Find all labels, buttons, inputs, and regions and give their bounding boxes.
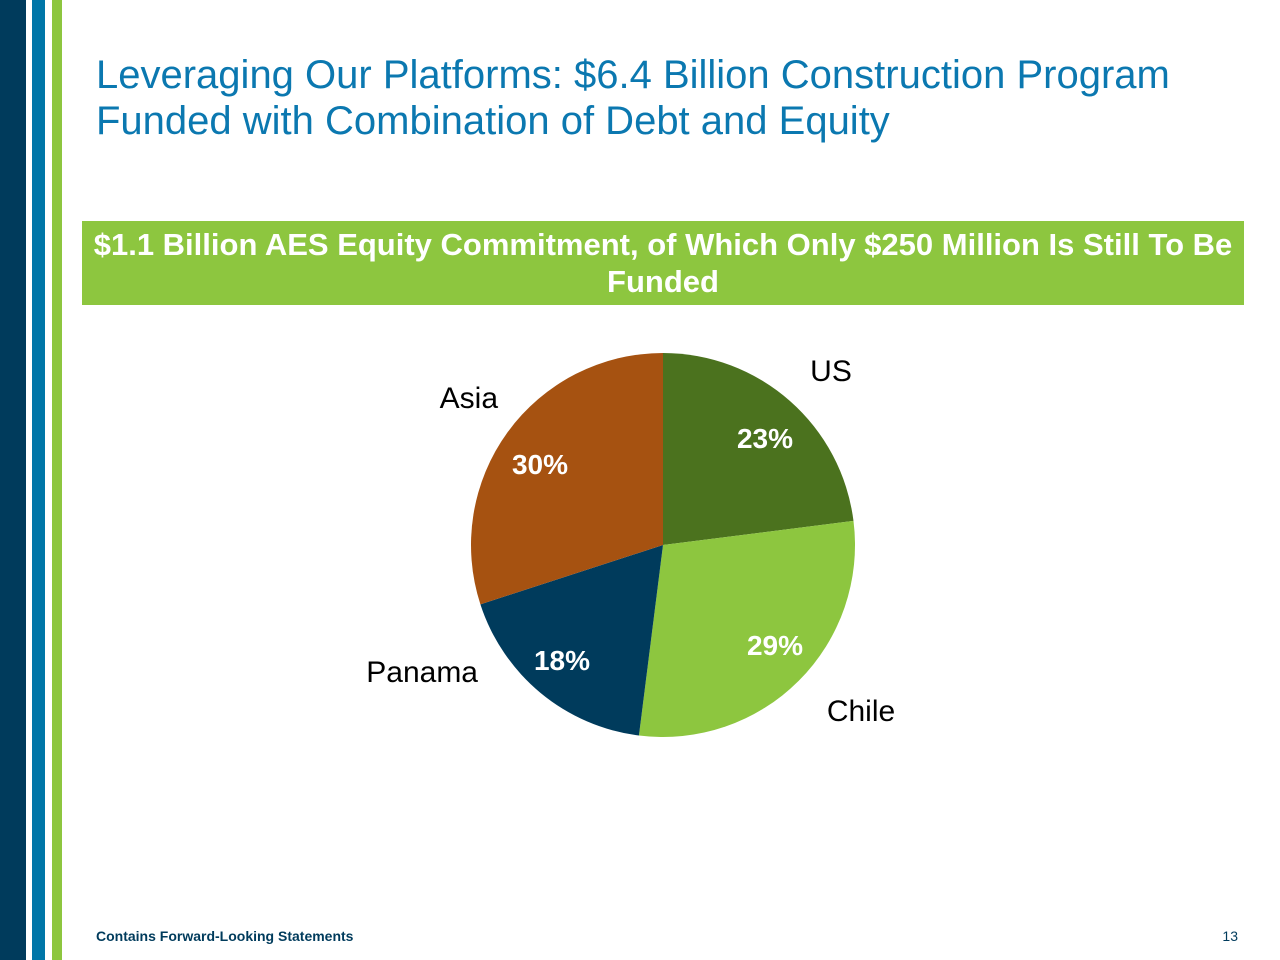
data-label-chile: 29%	[747, 630, 803, 661]
left-stripe-blue	[32, 0, 45, 960]
category-label-asia: Asia	[440, 382, 499, 415]
page-number: 13	[1222, 928, 1238, 944]
category-label-chile: Chile	[827, 695, 895, 728]
left-stripe-green	[52, 0, 62, 960]
data-label-us: 23%	[737, 423, 793, 454]
footer-note: Contains Forward-Looking Statements	[96, 928, 354, 944]
pie-slice-chile	[638, 520, 855, 738]
data-label-asia: 30%	[512, 449, 568, 480]
pie-slice-panama	[480, 545, 663, 736]
data-label-panama: 18%	[534, 645, 590, 676]
category-label-us: US	[810, 355, 852, 388]
pie-slice-us	[663, 352, 854, 545]
category-label-panama: Panama	[366, 656, 478, 689]
pie-slice-asia	[471, 353, 663, 605]
left-stripe-navy	[0, 0, 26, 960]
left-stripe-gap	[45, 0, 52, 960]
left-stripe-gap	[26, 0, 32, 960]
slide-title: Leveraging Our Platforms: $6.4 Billion C…	[96, 53, 1170, 143]
banner-subtitle: $1.1 Billion AES Equity Commitment, of W…	[82, 221, 1244, 305]
